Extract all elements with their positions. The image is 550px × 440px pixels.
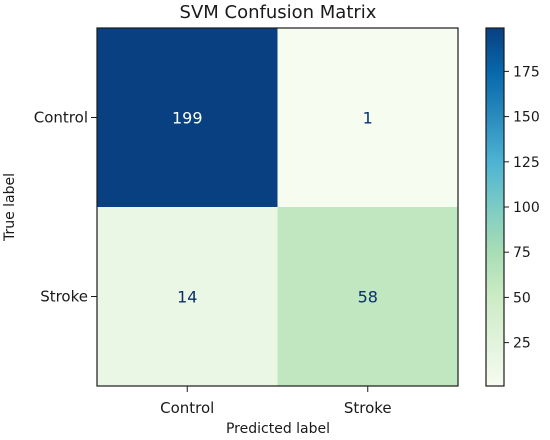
cell-value-label: 58	[358, 288, 378, 307]
colorbar-tick-label: 150	[513, 110, 540, 126]
plot-frame	[96, 27, 459, 387]
colorbar-tick-label: 75	[513, 245, 531, 261]
colorbar-tick-label: 50	[513, 290, 531, 306]
y-tick-label: Stroke	[40, 288, 88, 306]
colorbar-tick-label: 175	[513, 64, 540, 80]
y-axis-label: True label	[2, 173, 18, 242]
chart-title: SVM Confusion Matrix	[180, 2, 377, 23]
cell-stroke-stroke	[277, 207, 458, 386]
cell-value-label: 199	[172, 109, 203, 128]
colorbar-tick-label: 100	[513, 200, 540, 216]
matrix-cell-labels: 199 1 14 58	[172, 109, 378, 307]
colorbar	[485, 27, 505, 387]
cell-stroke-control	[97, 207, 278, 386]
cell-control-stroke	[277, 28, 458, 207]
colorbar-tick-label: 25	[513, 336, 531, 352]
x-axis-label: Predicted label	[226, 421, 330, 437]
x-axis-ticks: Control Stroke	[160, 386, 392, 417]
colorbar-ticks: 25 50 75 100 125 150 175	[504, 64, 540, 352]
y-tick-label: Control	[34, 109, 88, 127]
y-axis-ticks: Control Stroke	[34, 109, 97, 306]
cell-value-label: 14	[177, 288, 197, 307]
matrix-cells	[97, 28, 458, 386]
x-tick-label: Stroke	[344, 399, 392, 417]
colorbar-tick-label: 125	[513, 155, 540, 171]
x-tick-label: Control	[160, 399, 214, 417]
cell-control-control	[97, 28, 278, 207]
cell-value-label: 1	[363, 109, 373, 128]
